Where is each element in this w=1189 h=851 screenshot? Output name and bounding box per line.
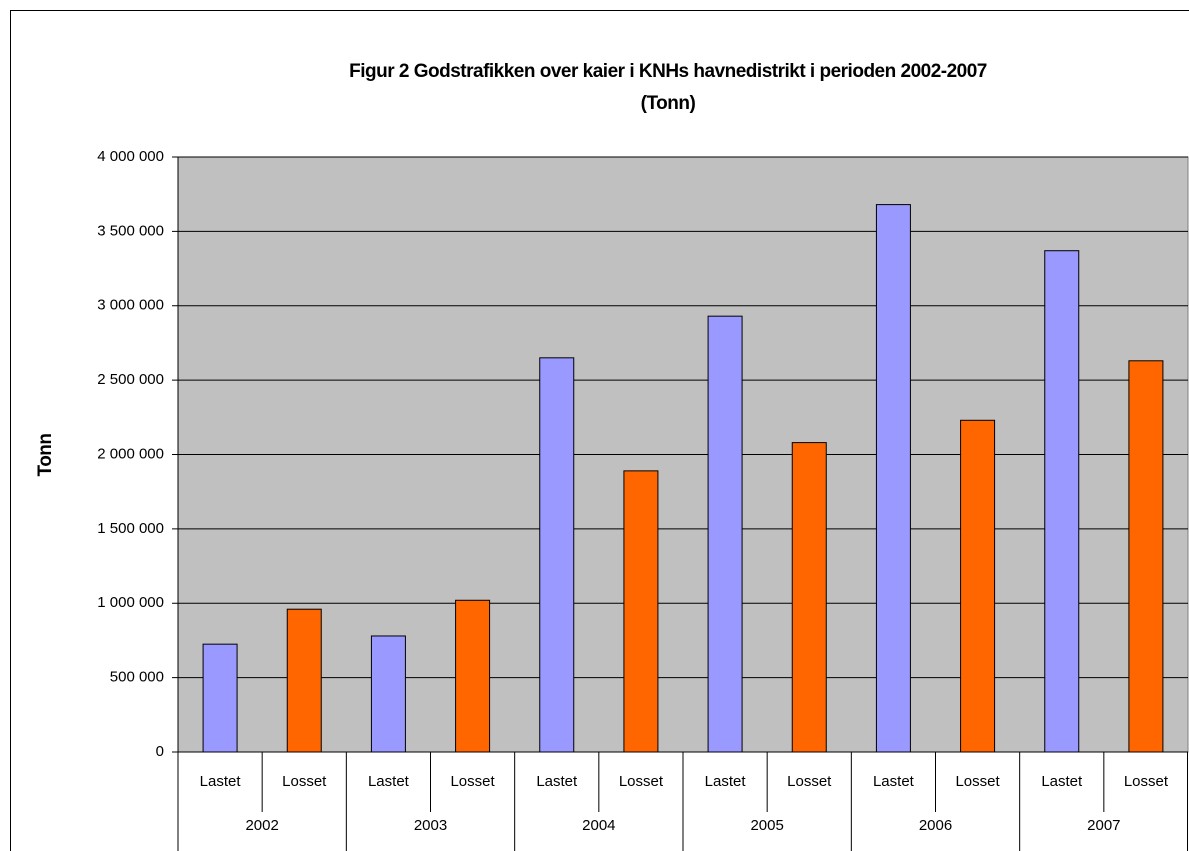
x-subtick-label: Lastet (705, 773, 747, 790)
bar (623, 470, 659, 753)
x-subtick-label: Losset (282, 773, 327, 790)
y-axis-label: Tonn (35, 433, 56, 476)
x-tick-label: 2006 (919, 817, 952, 834)
bar (202, 643, 238, 753)
x-subtick-label: Lastet (873, 773, 915, 790)
y-tick-label: 3 000 000 (97, 297, 164, 314)
chart-title: (Tonn) (641, 93, 696, 114)
x-subtick-label: Losset (450, 773, 495, 790)
y-tick-label: 2 500 000 (97, 371, 164, 388)
bar (960, 419, 996, 753)
x-subtick-label: Lastet (1041, 773, 1083, 790)
x-subtick-label: Lastet (536, 773, 578, 790)
y-tick-label: 3 500 000 (97, 222, 164, 239)
bar (370, 635, 406, 753)
x-subtick-label: Lastet (200, 773, 242, 790)
x-subtick-label: Losset (1124, 773, 1169, 790)
x-tick-label: 2003 (414, 817, 447, 834)
bar (707, 315, 743, 753)
bar (875, 204, 911, 753)
y-tick-label: 0 (156, 743, 164, 760)
x-tick-label: 2007 (1087, 817, 1120, 834)
x-subtick-label: Losset (787, 773, 832, 790)
x-tick-label: 2004 (582, 817, 615, 834)
x-subtick-label: Losset (619, 773, 664, 790)
bar (455, 599, 491, 753)
y-tick-label: 500 000 (110, 669, 164, 686)
x-subtick-label: Lastet (368, 773, 410, 790)
bar (286, 608, 322, 753)
x-tick-label: 2005 (750, 817, 783, 834)
x-subtick-label: Losset (955, 773, 1000, 790)
bar (1044, 250, 1080, 753)
y-tick-label: 1 000 000 (97, 594, 164, 611)
bar (1128, 360, 1164, 753)
chart-title: Figur 2 Godstrafikken over kaier i KNHs … (349, 61, 987, 82)
bar (791, 442, 827, 753)
bar (539, 357, 575, 753)
y-tick-label: 1 500 000 (97, 520, 164, 537)
y-tick-label: 4 000 000 (97, 148, 164, 165)
x-tick-label: 2002 (245, 817, 278, 834)
y-tick-label: 2 000 000 (97, 445, 164, 462)
